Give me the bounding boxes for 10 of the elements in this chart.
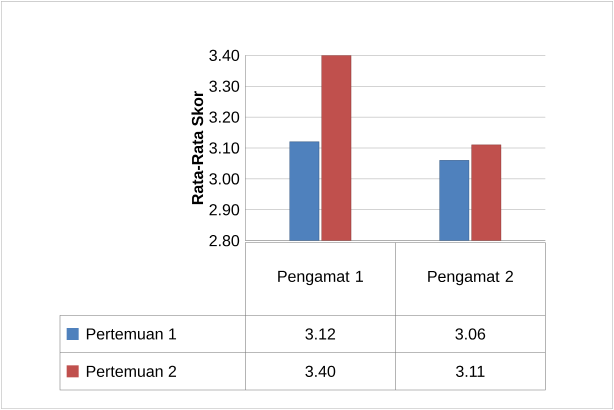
x-tick-label: Pengamat 2 (428, 270, 513, 286)
y-tick-label: 3.40 (209, 50, 240, 61)
y-tick-label: 2.80 (210, 235, 240, 246)
x-tick-label: Pengamat 1 (278, 270, 363, 286)
y-tick-label: 2.90 (210, 204, 240, 216)
y-tick-label: 3.00 (209, 173, 240, 185)
y-tick-label: 3.30 (209, 80, 240, 92)
y-tick-label: 3.20 (209, 111, 240, 123)
y-axis-title: Rata-Rata Skor (191, 91, 204, 204)
y-tick-label: 3.10 (209, 142, 240, 154)
